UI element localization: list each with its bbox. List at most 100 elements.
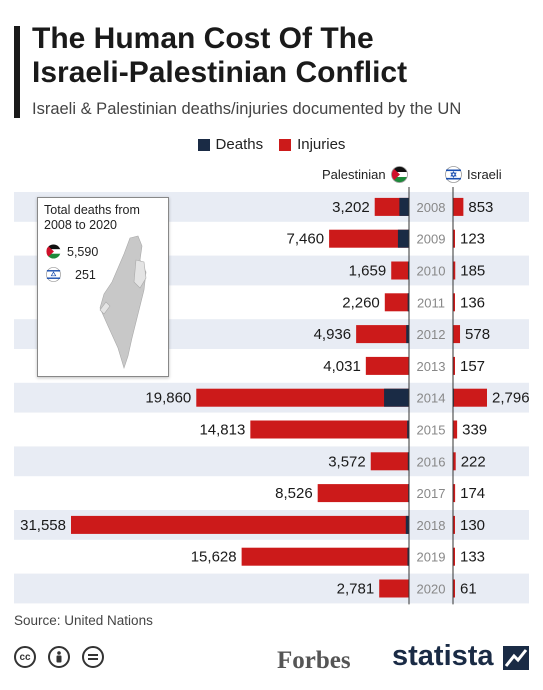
year-tick-label: 2009 — [417, 232, 446, 247]
data-label-palestinian: 1,659 — [349, 263, 387, 280]
israel-palestine-map-icon — [99, 235, 147, 369]
legend-swatch-injuries — [279, 138, 292, 151]
equals-icon — [88, 654, 98, 660]
data-label-israeli: 2,796 — [492, 390, 530, 407]
bar-israeli-injuries — [453, 515, 455, 534]
legend: Deaths Injuries — [0, 136, 543, 153]
no-derivatives-icon — [82, 646, 104, 668]
data-label-israeli: 136 — [460, 294, 485, 311]
row-stripe — [14, 573, 529, 604]
data-label-israeli: 578 — [465, 326, 490, 343]
year-tick-label: 2012 — [417, 327, 446, 342]
bar-palestinian-injuries — [370, 452, 409, 471]
bar-palestinian-deaths — [397, 229, 409, 248]
chart-title: The Human Cost Of The Israeli-Palestinia… — [32, 22, 408, 89]
inset-israeli-total: 251 — [75, 267, 96, 282]
bar-palestinian-deaths — [384, 388, 409, 407]
bar-palestinian-injuries — [71, 515, 409, 534]
attribution-icon — [48, 646, 70, 668]
year-tick-label: 2011 — [417, 295, 445, 310]
data-label-palestinian: 8,526 — [275, 485, 313, 502]
year-tick-label: 2014 — [417, 391, 446, 406]
data-label-israeli: 174 — [460, 485, 485, 502]
bar-israeli-injuries — [453, 261, 456, 280]
bar-israeli-injuries — [453, 452, 456, 471]
israel-flag-icon — [46, 267, 61, 282]
year-tick-label: 2020 — [417, 582, 446, 597]
bar-palestinian-deaths — [407, 547, 409, 566]
data-label-israeli: 853 — [468, 199, 493, 216]
bar-palestinian-injuries — [379, 579, 409, 598]
bar-israeli-injuries — [453, 325, 461, 344]
bar-palestinian-injuries — [196, 388, 409, 407]
data-label-israeli: 123 — [460, 231, 485, 248]
person-icon — [56, 651, 62, 663]
chart-subtitle: Israeli & Palestinian deaths/injuries do… — [32, 100, 462, 118]
data-label-palestinian: 31,558 — [20, 517, 66, 534]
data-label-palestinian: 2,260 — [342, 294, 380, 311]
data-label-israeli: 61 — [460, 581, 477, 598]
data-label-palestinian: 4,936 — [314, 326, 352, 343]
bar-israeli-injuries — [453, 484, 456, 503]
inset-row-palestinian: 5,590 — [46, 244, 98, 259]
inset-title: Total deaths from 2008 to 2020 — [44, 203, 140, 232]
column-header-palestinian: Palestinian — [322, 166, 408, 183]
bar-palestinian-injuries — [384, 293, 409, 312]
year-tick-label: 2015 — [417, 423, 446, 438]
palestine-flag-icon — [390, 166, 408, 183]
data-label-palestinian: 3,202 — [332, 199, 370, 216]
bar-palestinian-deaths — [399, 197, 409, 216]
total-deaths-inset: Total deaths from 2008 to 2020 5,590 251 — [37, 197, 169, 377]
column-header-palestinian-label: Palestinian — [322, 167, 386, 182]
data-label-palestinian: 4,031 — [323, 358, 361, 375]
bar-palestinian-injuries — [329, 229, 409, 248]
bar-palestinian-injuries — [391, 261, 409, 280]
bar-palestinian-injuries — [241, 547, 409, 566]
data-label-palestinian: 2,781 — [337, 581, 375, 598]
year-tick-label: 2018 — [417, 518, 446, 533]
bar-palestinian-injuries — [250, 420, 409, 439]
year-tick-label: 2016 — [417, 454, 446, 469]
year-tick-label: 2019 — [417, 550, 446, 565]
bar-palestinian-deaths — [407, 452, 409, 471]
data-label-israeli: 130 — [460, 517, 485, 534]
data-label-israeli: 133 — [460, 549, 485, 566]
data-label-palestinian: 14,813 — [199, 422, 245, 439]
data-label-israeli: 222 — [461, 453, 486, 470]
bar-palestinian-deaths — [407, 261, 409, 280]
statista-logo-icon — [503, 646, 529, 670]
bar-israeli-injuries — [453, 579, 455, 598]
legend-item-injuries: Injuries — [279, 136, 345, 153]
legend-label-injuries: Injuries — [297, 136, 346, 153]
bar-israeli-injuries — [453, 547, 455, 566]
inset-palestinian-total: 5,590 — [67, 244, 99, 259]
year-tick-label: 2010 — [417, 264, 446, 279]
year-tick-label: 2008 — [417, 200, 446, 215]
data-label-israeli: 157 — [460, 358, 485, 375]
data-label-palestinian: 7,460 — [287, 231, 325, 248]
row-stripe — [14, 446, 529, 477]
bar-palestinian-deaths — [406, 325, 409, 344]
data-label-israeli: 185 — [460, 263, 485, 280]
inset-row-israeli: 251 — [46, 267, 96, 282]
forbes-logo: Forbes — [277, 647, 351, 674]
column-header-israeli-label: Israeli — [467, 167, 502, 182]
legend-item-deaths: Deaths — [197, 136, 264, 153]
column-header-israeli: Israeli — [445, 166, 502, 183]
bar-israeli-injuries — [453, 356, 455, 375]
bar-palestinian-injuries — [356, 325, 409, 344]
bar-israeli-injuries — [453, 388, 487, 407]
creative-commons-icon: cc — [14, 646, 36, 668]
data-label-palestinian: 15,628 — [191, 549, 237, 566]
bar-palestinian-deaths — [407, 293, 409, 312]
israel-flag-icon — [445, 166, 462, 183]
bar-palestinian-injuries — [365, 356, 409, 375]
bar-israeli-injuries — [453, 197, 464, 216]
year-tick-label: 2013 — [417, 359, 446, 374]
bar-palestinian-deaths — [407, 420, 409, 439]
bar-israeli-injuries — [453, 293, 455, 312]
title-accent-bar — [14, 26, 20, 118]
bar-israeli-injuries — [453, 420, 458, 439]
legend-label-deaths: Deaths — [215, 136, 264, 153]
legend-swatch-deaths — [197, 138, 210, 151]
